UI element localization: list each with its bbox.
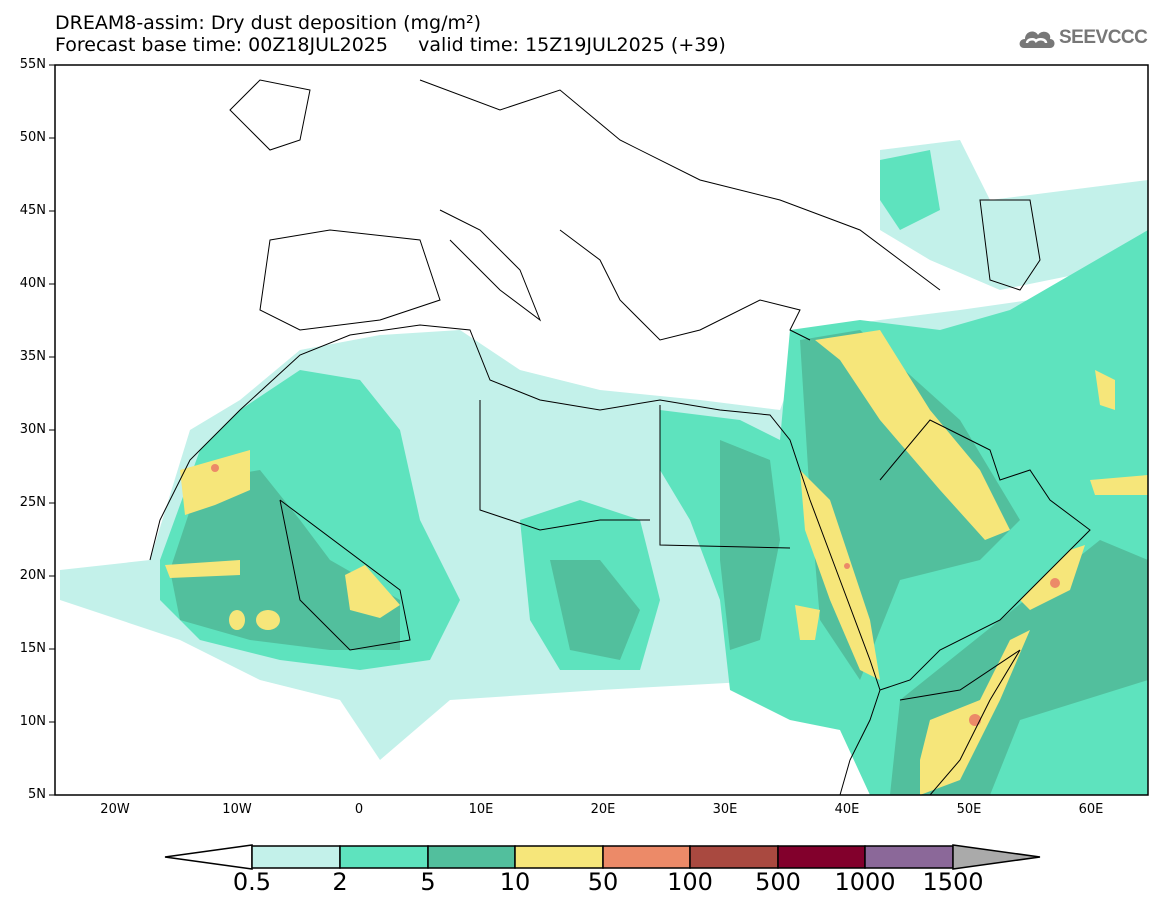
lon-label: 40E — [834, 802, 860, 817]
dust-field — [60, 79, 1148, 795]
dust-level-10 — [165, 330, 1148, 795]
lat-label: 40N — [19, 276, 46, 291]
seevccc-logo: SEEVCCC — [1018, 26, 1148, 50]
lat-label: 55N — [19, 57, 46, 72]
colorbar-label: 50 — [587, 868, 619, 896]
lon-label: 10E — [468, 802, 494, 817]
lat-label: 20N — [19, 568, 46, 583]
forecast-times: Forecast base time: 00Z18JUL2025 valid t… — [55, 34, 726, 56]
lon-label: 50E — [956, 802, 982, 817]
dust-level-50 — [211, 464, 1060, 726]
lat-label: 50N — [19, 130, 46, 145]
colorbar-label: 0.5 — [232, 868, 272, 896]
dust-level-0_5-north — [880, 140, 1148, 290]
axis-ticks — [49, 64, 55, 796]
lat-label: 5N — [28, 787, 46, 802]
colorbar-label: 500 — [755, 868, 801, 896]
lon-label: 60E — [1078, 802, 1104, 817]
colorbar-label: 5 — [420, 868, 436, 896]
lat-label: 15N — [19, 641, 46, 656]
cloud-icon — [1019, 31, 1055, 48]
colorbar-label: 2 — [332, 868, 348, 896]
dust-level-5-c — [720, 440, 780, 650]
lat-label: 45N — [19, 203, 46, 218]
logo-text: SEEVCCC — [1059, 27, 1148, 48]
dust-level-5 — [170, 470, 400, 650]
dust-level-2-caspian — [880, 150, 940, 230]
colorbar-label: 100 — [667, 868, 713, 896]
lat-label: 25N — [19, 495, 46, 510]
lon-label: 0 — [354, 802, 364, 817]
lon-label: 20E — [590, 802, 616, 817]
lon-label: 10W — [222, 802, 252, 817]
colorbar-label: 1500 — [922, 868, 984, 896]
map-title: DREAM8-assim: Dry dust deposition (mg/m²… — [55, 12, 482, 34]
colorbar — [164, 844, 1041, 870]
lat-label: 35N — [19, 349, 46, 364]
dust-level-5-b — [550, 560, 640, 660]
colorbar-label: 10 — [499, 868, 531, 896]
lat-label: 30N — [19, 422, 46, 437]
lon-label: 30E — [712, 802, 738, 817]
colorbar-label: 1000 — [834, 868, 896, 896]
lat-label: 10N — [19, 714, 46, 729]
lon-label: 20W — [100, 802, 130, 817]
coastlines — [149, 79, 1091, 795]
